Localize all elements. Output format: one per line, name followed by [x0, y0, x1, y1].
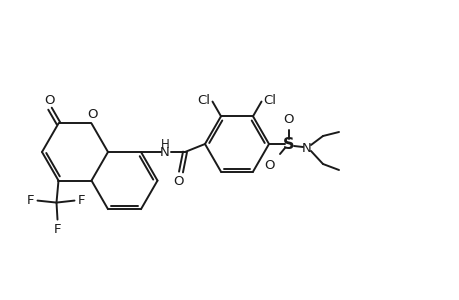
Text: F: F [77, 194, 85, 207]
Text: O: O [264, 159, 274, 172]
Text: N: N [302, 142, 311, 154]
Text: F: F [27, 194, 34, 207]
Text: S: S [283, 136, 294, 152]
Text: O: O [283, 113, 294, 126]
Text: F: F [54, 223, 61, 236]
Text: O: O [174, 175, 184, 188]
Text: O: O [44, 94, 54, 107]
Text: O: O [87, 108, 98, 122]
Text: H: H [160, 138, 169, 151]
Text: Cl: Cl [263, 94, 276, 107]
Text: N: N [160, 146, 169, 158]
Text: Cl: Cl [197, 94, 210, 107]
